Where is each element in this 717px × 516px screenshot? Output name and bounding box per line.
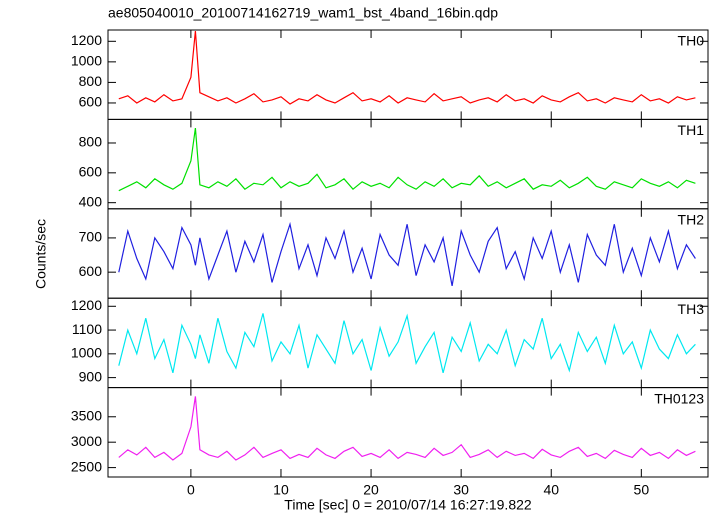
series-label: TH1: [678, 122, 705, 138]
series-line: [118, 313, 696, 374]
x-tick-label: 20: [363, 482, 379, 498]
x-tick-label: 0: [187, 482, 195, 498]
y-axis-label: Counts/sec: [33, 219, 49, 289]
x-tick-label: 40: [543, 482, 559, 498]
x-tick-label: 30: [453, 482, 469, 498]
series-label: TH3: [678, 301, 705, 317]
y-tick-label: 400: [79, 193, 103, 209]
panel-frame: [107, 208, 709, 299]
series-label: TH2: [678, 212, 705, 228]
y-tick-label: 700: [79, 229, 103, 245]
x-tick-label: 10: [273, 482, 289, 498]
y-tick-label: 3000: [71, 433, 102, 449]
y-tick-label: 1000: [71, 345, 102, 361]
y-tick-label: 900: [79, 368, 103, 384]
y-tick-label: 1200: [71, 297, 102, 313]
y-tick-label: 3500: [71, 407, 102, 423]
series-line: [118, 221, 696, 287]
series-line: [118, 30, 696, 105]
series-label: TH0: [678, 33, 705, 49]
y-tick-label: 600: [79, 164, 103, 180]
y-tick-label: 1000: [71, 53, 102, 69]
y-tick-label: 600: [79, 263, 103, 279]
x-tick-label: 50: [634, 482, 650, 498]
y-tick-label: 800: [79, 134, 103, 150]
series-line: [118, 128, 696, 192]
y-tick-label: 1200: [71, 32, 102, 48]
y-tick-label: 800: [79, 73, 103, 89]
x-axis-label: Time [sec] 0 = 2010/07/14 16:27:19.822: [284, 497, 532, 513]
y-tick-label: 1100: [72, 321, 102, 337]
panel-frame: [107, 387, 709, 478]
y-tick-label: 2500: [71, 458, 102, 474]
series-label: TH0123: [654, 390, 704, 406]
series-line: [118, 396, 696, 461]
chart-title: ae805040010_20100714162719_wam1_bst_4ban…: [108, 5, 498, 21]
y-tick-label: 600: [79, 94, 103, 110]
